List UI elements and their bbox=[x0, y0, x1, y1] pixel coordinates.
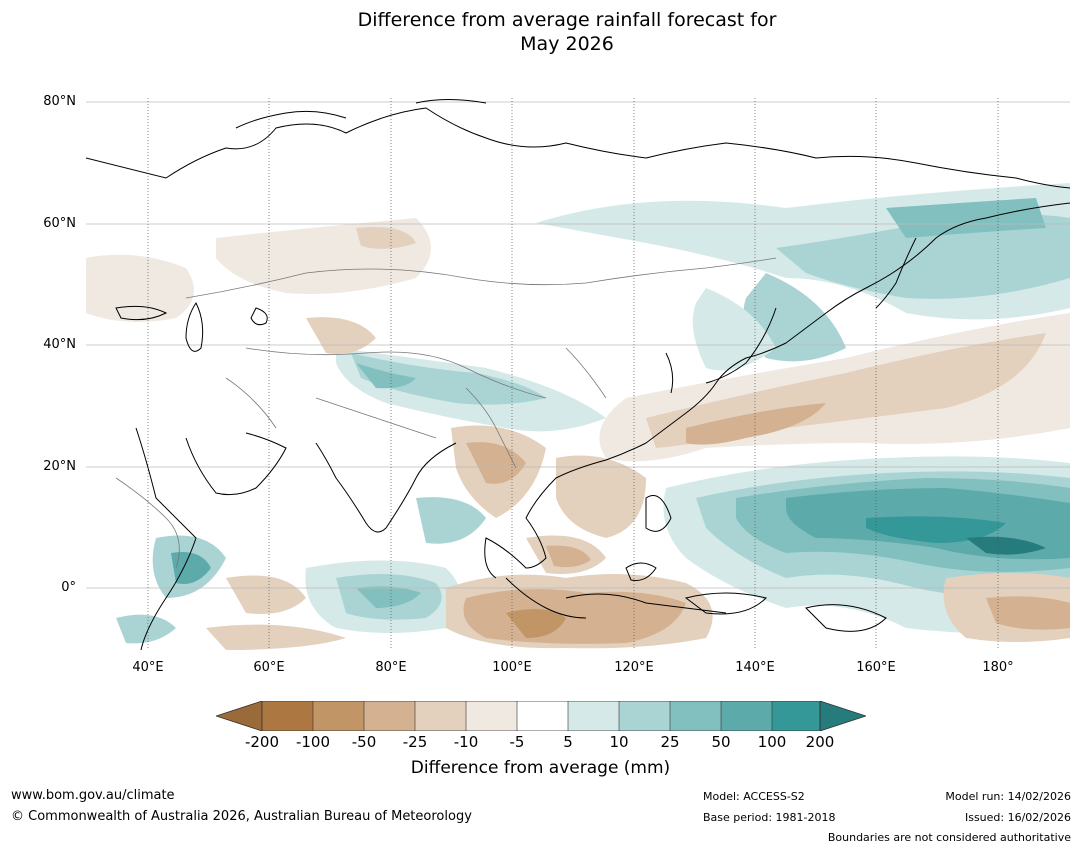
colorbar-bin-2 bbox=[313, 701, 364, 731]
meridians bbox=[147, 98, 999, 650]
chart-title: Difference from average rainfall forecas… bbox=[0, 8, 1081, 56]
gridlines bbox=[86, 101, 1070, 589]
colorbar-bin-5 bbox=[466, 701, 517, 731]
coastlines bbox=[86, 99, 1070, 650]
base-period-text: Base period: 1981-2018 bbox=[703, 811, 836, 824]
colorbar bbox=[216, 701, 866, 731]
map-canvas bbox=[86, 98, 1070, 650]
lat-label-20n: 20°N bbox=[43, 459, 76, 474]
colorbar-tick: -5 bbox=[509, 733, 525, 751]
colorbar-bin-8 bbox=[619, 701, 670, 731]
title-line-1: Difference from average rainfall forecas… bbox=[357, 9, 777, 31]
colorbar-bin-1 bbox=[262, 701, 313, 731]
colorbar-tick: 10 bbox=[609, 733, 629, 751]
colorbar-tick: 200 bbox=[805, 733, 835, 751]
lat-label-0: 0° bbox=[61, 580, 76, 595]
website-link[interactable]: www.bom.gov.au/climate bbox=[11, 788, 175, 803]
colorbar-tick: -25 bbox=[402, 733, 428, 751]
lon-label-160e: 160°E bbox=[856, 660, 896, 675]
lon-label-180: 180° bbox=[982, 660, 1014, 675]
colorbar-tick: 50 bbox=[711, 733, 731, 751]
lon-label-140e: 140°E bbox=[735, 660, 775, 675]
issued-text: Issued: 16/02/2026 bbox=[964, 811, 1071, 824]
country-boundaries bbox=[115, 257, 777, 569]
lon-label-60e: 60°E bbox=[253, 660, 285, 675]
lon-label-80e: 80°E bbox=[375, 660, 407, 675]
colorbar-extend-low bbox=[216, 701, 263, 731]
lon-label-100e: 100°E bbox=[492, 660, 532, 675]
lon-label-40e: 40°E bbox=[132, 660, 164, 675]
colorbar-bin-3 bbox=[364, 701, 415, 731]
colorbar-bin-10 bbox=[721, 701, 772, 731]
colorbar-tick: 5 bbox=[563, 733, 573, 751]
colorbar-bin-11 bbox=[772, 701, 820, 731]
colorbar-label: Difference from average (mm) bbox=[410, 758, 671, 778]
colorbar-tick: -50 bbox=[351, 733, 377, 751]
model-run-text: Model run: 14/02/2026 bbox=[945, 790, 1071, 803]
lat-label-80n: 80°N bbox=[43, 94, 76, 109]
lat-label-60n: 60°N bbox=[43, 216, 76, 231]
colorbar-tick: -200 bbox=[244, 733, 280, 751]
title-line-2: May 2026 bbox=[520, 33, 614, 55]
colorbar-tick: -10 bbox=[453, 733, 479, 751]
model-text: Model: ACCESS-S2 bbox=[703, 790, 805, 803]
copyright-text: © Commonwealth of Australia 2026, Austra… bbox=[11, 809, 472, 824]
colorbar-extend-high bbox=[819, 701, 866, 731]
colorbar-bin-6 bbox=[517, 701, 568, 731]
disclaimer-text: Boundaries are not considered authoritat… bbox=[827, 831, 1071, 844]
colorbar-tick: -100 bbox=[295, 733, 331, 751]
colorbar-bin-7 bbox=[568, 701, 619, 731]
lat-label-40n: 40°N bbox=[43, 337, 76, 352]
colorbar-tick: 25 bbox=[660, 733, 680, 751]
colorbar-tick: 100 bbox=[757, 733, 787, 751]
rainfall-anomaly-map bbox=[86, 98, 1070, 650]
lon-label-120e: 120°E bbox=[614, 660, 654, 675]
anomaly-shading bbox=[86, 183, 1070, 650]
colorbar-bin-4 bbox=[415, 701, 466, 731]
colorbar-bin-9 bbox=[670, 701, 721, 731]
